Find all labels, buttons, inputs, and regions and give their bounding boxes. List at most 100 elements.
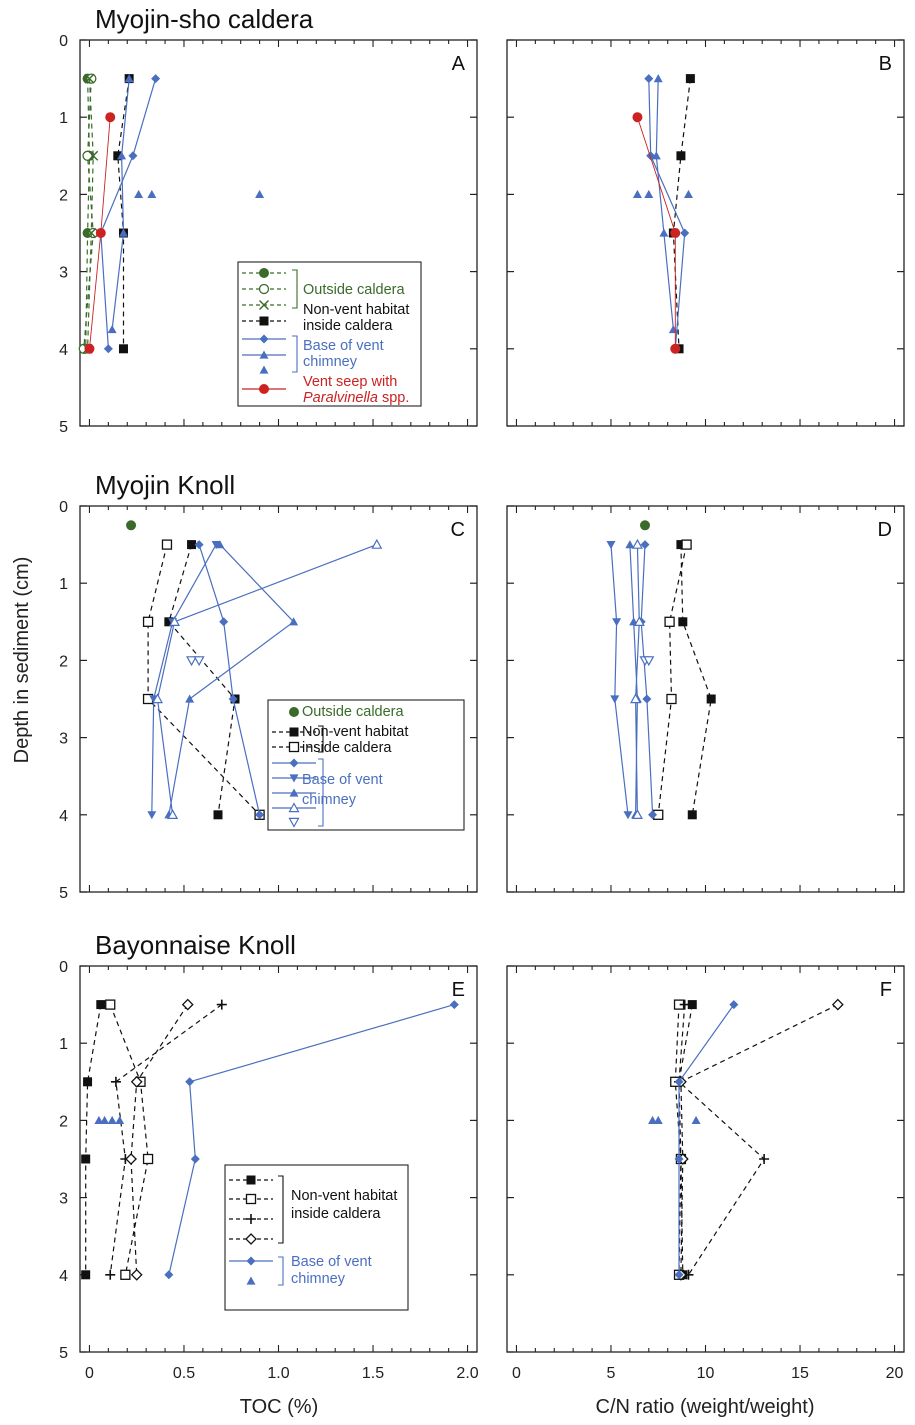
data-point <box>169 616 181 626</box>
panel-b: B <box>506 39 905 427</box>
data-point <box>185 1077 195 1087</box>
data-point <box>706 694 716 704</box>
panel-label: A <box>452 53 466 75</box>
data-point <box>105 112 116 123</box>
data-point <box>648 1115 658 1124</box>
data-point <box>81 1270 91 1280</box>
legend-text: Base of vent <box>302 772 383 788</box>
y-tick-label: 3 <box>59 1191 68 1208</box>
x-tick-label: 20 <box>886 1365 904 1382</box>
data-point <box>288 802 300 813</box>
data-point <box>88 150 99 161</box>
data-point <box>125 1153 137 1165</box>
y-tick-label: 4 <box>59 808 68 825</box>
y-tick-label: 3 <box>59 265 68 282</box>
data-point <box>648 810 658 820</box>
data-point <box>640 540 650 550</box>
data-point <box>147 811 157 820</box>
legend: Non-vent habitat inside caldera Base of v… <box>224 1164 409 1311</box>
y-tick-label: 4 <box>59 1268 68 1285</box>
y-tick-label: 1 <box>59 1036 68 1053</box>
series-line <box>640 544 654 815</box>
data-point <box>759 1154 770 1164</box>
legend-text: inside caldera <box>302 740 392 756</box>
data-point <box>259 365 269 374</box>
data-point <box>623 811 633 820</box>
legends: Outside caldera Non-vent habitat inside c… <box>224 261 465 1311</box>
legend-text: Non-vent habitat <box>291 1188 397 1204</box>
data-point <box>110 1076 121 1087</box>
series <box>94 1115 125 1124</box>
panel-frame <box>506 505 905 893</box>
x-tick-label: 0 <box>85 1365 94 1382</box>
data-point <box>289 774 299 783</box>
data-point <box>625 540 635 549</box>
panel-d: D <box>506 505 905 893</box>
series-line <box>130 1004 189 1275</box>
panel-a: 0 1 2 3 4 5 A <box>59 33 478 436</box>
data-point <box>246 1256 256 1266</box>
legend-text: Base of vent <box>303 338 384 354</box>
data-point <box>674 1270 684 1280</box>
data-point <box>449 1000 459 1010</box>
y-tick-label: 5 <box>59 1345 68 1362</box>
series-line <box>198 544 261 815</box>
y-tick-label: 0 <box>59 33 68 50</box>
panel-label: E <box>452 979 465 1001</box>
row-titles: Myojin-sho caldera Myojin Knoll Bayonnaise… <box>95 4 314 960</box>
series <box>151 538 383 819</box>
data-point <box>81 1154 91 1164</box>
data-point <box>107 1115 117 1124</box>
series-line <box>111 78 130 330</box>
series <box>639 656 655 667</box>
data-point <box>246 1214 256 1224</box>
series <box>674 1000 697 1280</box>
data-point <box>371 538 383 549</box>
legend-text: Paralvinella spp. <box>303 390 409 406</box>
data-point <box>118 344 128 354</box>
data-point <box>164 617 174 627</box>
data-point <box>676 151 686 161</box>
data-point <box>245 1193 257 1205</box>
y-tick-label: 1 <box>59 576 68 593</box>
data-point <box>96 1000 106 1010</box>
data-point <box>664 616 675 627</box>
data-point <box>681 539 692 550</box>
data-point <box>687 1000 697 1010</box>
series <box>674 1000 739 1280</box>
data-point <box>259 316 269 326</box>
x-tick-label: 0 <box>512 1365 521 1382</box>
series <box>676 540 716 820</box>
panel-c: 0 1 2 3 4 5 C <box>59 499 478 902</box>
data-point <box>118 228 128 237</box>
series <box>668 74 695 354</box>
x-tick-label: 1.5 <box>362 1365 384 1382</box>
y-tick-label: 2 <box>59 1113 68 1130</box>
series-line <box>648 78 686 349</box>
y-tick-label: 1 <box>59 110 68 127</box>
data-point <box>105 1269 116 1280</box>
legend-text: Vent seep with <box>303 374 397 390</box>
legend-box <box>224 1164 409 1311</box>
legend-text: Non-vent habitat <box>303 302 409 318</box>
data-point <box>187 540 197 550</box>
legend-bracket <box>318 725 324 753</box>
panel-label: F <box>880 979 892 1001</box>
legend: Outside caldera Non-vent habitat inside c… <box>237 261 422 407</box>
series <box>630 538 645 819</box>
data-point <box>288 741 300 753</box>
data-point <box>103 344 113 354</box>
legend-text-suffix: spp. <box>378 390 409 406</box>
data-point <box>164 1270 174 1280</box>
series <box>84 112 116 354</box>
data-point <box>246 1276 256 1285</box>
y-tick-label: 3 <box>59 731 68 748</box>
series <box>105 999 227 1280</box>
data-point <box>674 1154 684 1164</box>
data-point <box>289 788 299 797</box>
data-point <box>259 334 269 344</box>
data-point <box>259 350 269 359</box>
